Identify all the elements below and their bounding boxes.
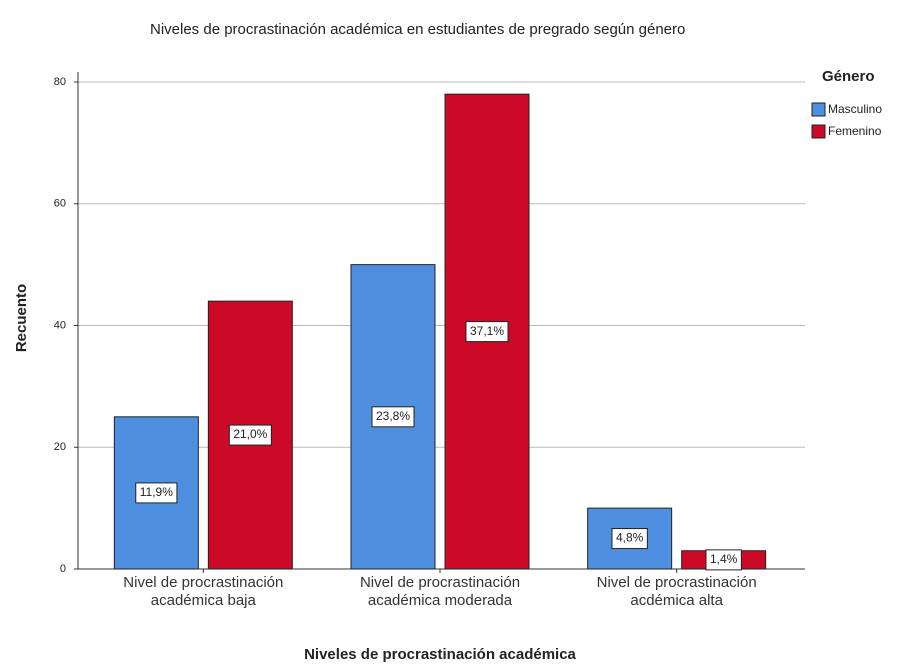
legend-title: Género <box>822 68 875 85</box>
legend-swatch <box>811 102 826 117</box>
y-tick-label: 40 <box>54 319 66 331</box>
legend-swatch <box>811 124 826 139</box>
data-label: 21,0% <box>233 427 267 441</box>
data-label: 23,8% <box>376 409 410 423</box>
data-label-box <box>371 406 415 428</box>
x-tick-label-box: Nivel de procrastinación académica baja <box>123 574 284 609</box>
data-label-box <box>228 424 272 446</box>
y-tick-label: 80 <box>54 76 66 88</box>
x-tick-label: Nivel de procrastinación académica moder… <box>359 574 521 609</box>
data-label-box <box>705 549 742 571</box>
x-tick-label: Nivel de procrastinación acdémica alta <box>596 574 757 609</box>
y-tick-label: 0 <box>60 563 66 575</box>
x-tick-label-box: Nivel de procrastinación académica moder… <box>359 574 521 609</box>
legend-label: Masculino <box>828 102 882 116</box>
x-tick-label-box: Nivel de procrastinación acdémica alta <box>596 574 757 609</box>
chart-title: Niveles de procrastinación académica en … <box>150 21 685 38</box>
y-tick-label: 60 <box>54 198 66 210</box>
data-label: 1,4% <box>710 552 738 566</box>
y-axis-label: Recuento <box>13 284 30 352</box>
data-label: 4,8% <box>616 531 644 545</box>
data-label-box <box>465 321 509 343</box>
data-label-box <box>135 482 178 504</box>
data-label-box <box>611 528 648 550</box>
x-tick-label: Nivel de procrastinación académica baja <box>123 574 284 609</box>
y-tick-label: 20 <box>54 441 66 453</box>
legend-label: Femenino <box>828 124 882 138</box>
data-label: 37,1% <box>470 324 504 338</box>
data-label: 11,9% <box>140 485 173 499</box>
x-axis-label: Niveles de procrastinación académica <box>304 646 576 663</box>
